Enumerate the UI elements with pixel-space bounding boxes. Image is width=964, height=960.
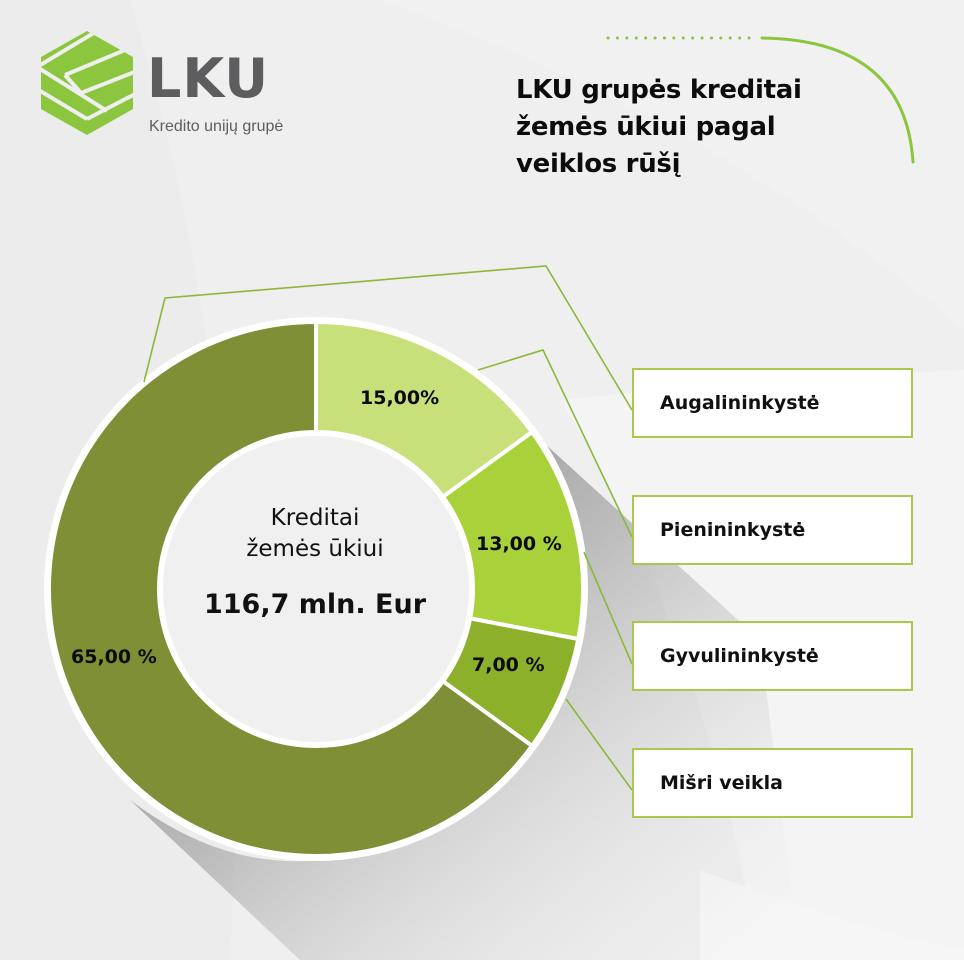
page-title: LKU grupės kreditai žemės ūkiui pagal ve… [516,72,802,183]
title-line-3: veiklos rūšį [516,149,681,179]
title-line-2: žemės ūkiui pagal [516,112,776,142]
legend-item-augalininkyste: Augalininkystė [632,368,913,438]
connector-line-1 [143,265,633,411]
legend-label: Augalininkystė [660,392,820,414]
center-total: 116,7 mln. Eur [203,589,427,620]
legend-item-pienininkyste: Pienininkystė [632,495,913,565]
donut-center-label: Kreditai žemės ūkiui 116,7 mln. Eur [162,503,468,620]
title-decoration [606,36,915,164]
hexagon-bricks-icon [41,31,133,135]
center-line-2: žemės ūkiui [246,536,384,562]
donut-hole [159,432,473,746]
connector-line-3 [583,551,633,665]
slice-label-65: 65,00 % [71,646,157,668]
title-line-1: LKU grupės kreditai [516,75,802,105]
connector-lines [143,265,633,791]
connector-line-2 [477,349,633,538]
legend-label: Gyvulininkystė [660,645,819,667]
legend-item-gyvulininkyste: Gyvulininkystė [632,621,913,691]
legend-label: Pienininkystė [660,519,806,541]
legend-label: Mišri veikla [660,772,783,794]
logo-subtitle: Kredito unijų grupė [149,118,284,135]
connector-line-4 [565,698,633,791]
legend-item-misri-veikla: Mišri veikla [632,748,913,818]
slice-label-15: 15,00% [360,387,440,409]
brand-logo [37,31,277,141]
center-line-1: Kreditai [270,505,360,531]
slice-label-7: 7,00 % [472,654,545,676]
logo-wordmark: LKU [147,47,270,110]
slice-label-13: 13,00 % [476,533,562,555]
